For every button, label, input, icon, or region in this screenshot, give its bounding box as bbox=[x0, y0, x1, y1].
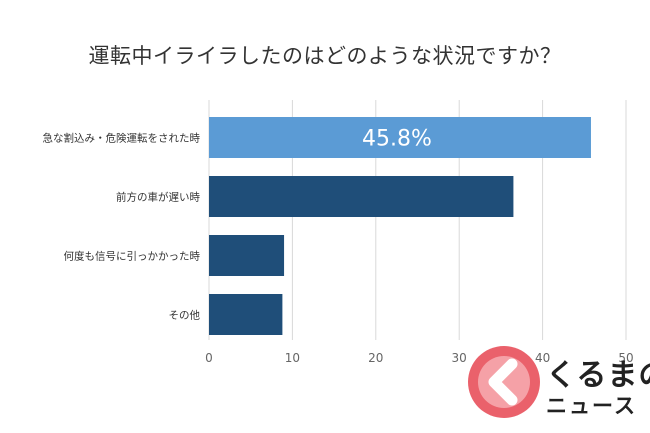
bars bbox=[209, 117, 591, 335]
data-labels: 45.8% bbox=[362, 127, 432, 152]
x-tick-label-10: 10 bbox=[285, 351, 300, 365]
x-tick-label-40: 40 bbox=[535, 351, 550, 365]
kurumanonews-watermark: くるまの ニュース bbox=[466, 342, 650, 427]
chart-title: 運転中イライラしたのはどのような状況ですか？ bbox=[88, 44, 562, 68]
category-label-1: 前方の車が遅い時 bbox=[116, 191, 200, 204]
x-tick-label-30: 30 bbox=[452, 351, 467, 365]
x-tick-label-20: 20 bbox=[368, 351, 383, 365]
data-label-0: 45.8% bbox=[362, 127, 432, 152]
bar-3 bbox=[209, 294, 283, 335]
x-tick-label-0: 0 bbox=[205, 351, 213, 365]
category-label-0: 急な割込み・危険運転をされた時 bbox=[43, 132, 201, 145]
kurumanonews-logo-icon bbox=[468, 346, 540, 418]
bar-2 bbox=[209, 235, 285, 276]
watermark-text-line1: くるまの bbox=[546, 358, 650, 393]
bar-1 bbox=[209, 176, 514, 217]
watermark-text-line2: ニュース bbox=[546, 394, 637, 418]
x-tick-label-50: 50 bbox=[618, 351, 633, 365]
x-tick-labels: 0 10 20 30 40 50 bbox=[205, 351, 633, 365]
category-label-3: その他 bbox=[169, 309, 201, 322]
category-label-2: 何度も信号に引っかかった時 bbox=[64, 250, 201, 263]
bar-0 bbox=[209, 117, 591, 158]
